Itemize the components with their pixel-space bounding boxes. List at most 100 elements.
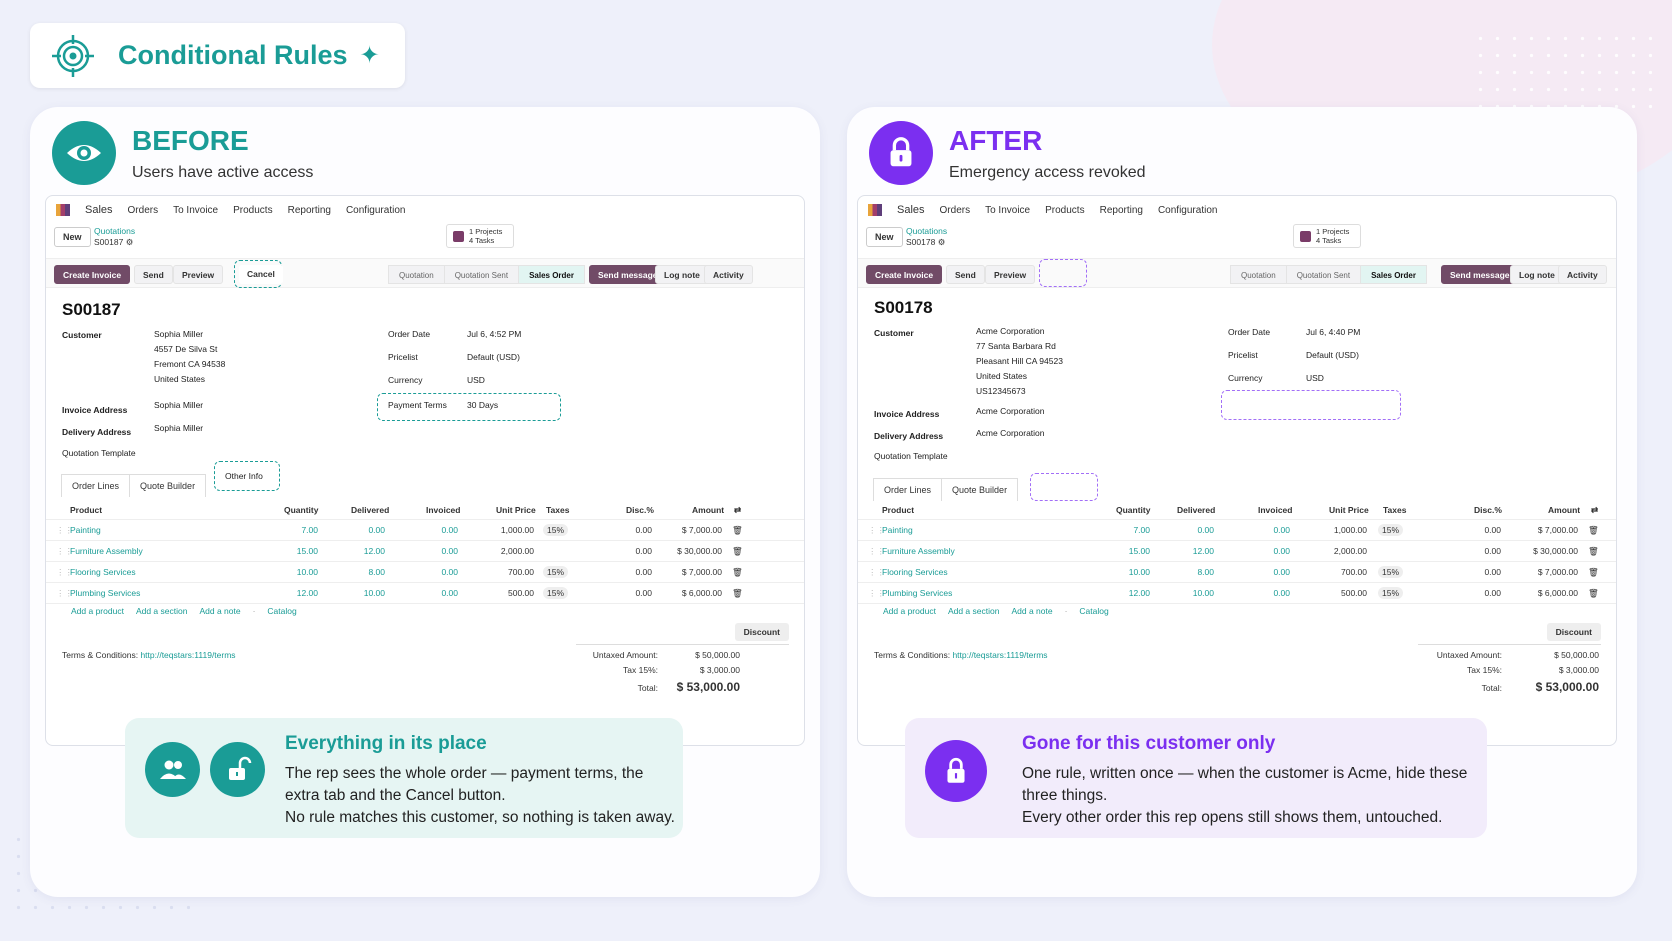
table-row[interactable]: ⋮⋮ Furniture Assembly 15.00 12.00 0.00 2…	[858, 541, 1616, 562]
trash-icon[interactable]: 🗑	[1588, 525, 1599, 535]
status-quotation[interactable]: Quotation	[388, 265, 445, 284]
before-subheading: Users have active access	[132, 164, 314, 181]
status-quotation-sent[interactable]: Quotation Sent	[1285, 265, 1362, 284]
invoice-address-value[interactable]: Acme Corporation	[976, 406, 1045, 416]
catalog-link[interactable]: Catalog	[267, 606, 297, 616]
currency-value[interactable]: USD	[467, 375, 485, 385]
projects-smart-button[interactable]: 1 Projects 4 Tasks	[446, 224, 514, 248]
menu-orders[interactable]: Orders	[127, 204, 159, 216]
pricelist-value[interactable]: Default (USD)	[1306, 350, 1359, 360]
trash-icon[interactable]: 🗑	[732, 525, 743, 535]
menu-reporting[interactable]: Reporting	[287, 204, 331, 216]
delivery-address-label: Delivery Address	[874, 431, 944, 441]
add-note-link[interactable]: Add a note	[1011, 606, 1053, 616]
trash-icon[interactable]: 🗑	[732, 588, 743, 598]
status-sales-order[interactable]: Sales Order	[1360, 265, 1427, 284]
menu-sales[interactable]: Sales	[897, 204, 925, 216]
add-product-link[interactable]: Add a product	[883, 606, 936, 616]
new-button[interactable]: New	[54, 227, 91, 247]
discount-button[interactable]: Discount	[1546, 623, 1601, 641]
gear-icon[interactable]: ⚙	[125, 237, 134, 247]
delivery-address-value[interactable]: Sophia Miller	[154, 423, 204, 433]
tab-other-info[interactable]: Other Info	[225, 471, 263, 481]
trash-icon[interactable]: 🗑	[732, 546, 743, 556]
tasks-count: 4 Tasks	[1316, 236, 1342, 245]
discount-button[interactable]: Discount	[734, 623, 789, 641]
col-invoiced: Invoiced	[1258, 505, 1293, 515]
add-section-link[interactable]: Add a section	[947, 606, 1000, 616]
preview-button[interactable]: Preview	[173, 265, 224, 284]
cancel-button[interactable]: Cancel	[239, 265, 283, 284]
column-toggle-icon[interactable]: ⇄	[1591, 505, 1599, 515]
customer-value[interactable]: Sophia Miller 4557 De Silva St Fremont C…	[154, 329, 226, 384]
apps-icon[interactable]	[868, 204, 882, 216]
tab-quote-builder[interactable]: Quote Builder	[941, 478, 1019, 501]
send-button[interactable]: Send	[946, 265, 985, 284]
menu-products[interactable]: Products	[233, 204, 273, 216]
create-invoice-button[interactable]: Create Invoice	[54, 265, 131, 284]
log-note-button[interactable]: Log note	[1510, 265, 1564, 284]
menu-products[interactable]: Products	[1045, 204, 1085, 216]
tab-order-lines[interactable]: Order Lines	[873, 478, 943, 501]
activity-button[interactable]: Activity	[704, 265, 753, 284]
table-row[interactable]: ⋮⋮ Painting 7.00 0.00 0.00 1,000.00 15% …	[46, 520, 804, 541]
log-note-button[interactable]: Log note	[655, 265, 709, 284]
preview-button[interactable]: Preview	[985, 265, 1036, 284]
order-date-value[interactable]: Jul 6, 4:52 PM	[467, 329, 522, 339]
menu-sales[interactable]: Sales	[85, 204, 113, 216]
send-button[interactable]: Send	[134, 265, 173, 284]
table-row[interactable]: ⋮⋮ Plumbing Services 12.00 10.00 0.00 50…	[858, 583, 1616, 604]
new-button[interactable]: New	[866, 227, 903, 247]
add-note-link[interactable]: Add a note	[199, 606, 241, 616]
highlight-other-info	[214, 461, 280, 491]
tab-order-lines[interactable]: Order Lines	[61, 474, 131, 497]
menu-reporting[interactable]: Reporting	[1099, 204, 1143, 216]
catalog-link[interactable]: Catalog	[1079, 606, 1109, 616]
send-message-button[interactable]: Send message	[1441, 265, 1519, 284]
status-sales-order[interactable]: Sales Order	[518, 265, 585, 284]
customer-value[interactable]: Acme Corporation 77 Santa Barbara Rd Ple…	[976, 326, 1063, 396]
table-row[interactable]: ⋮⋮ Flooring Services 10.00 8.00 0.00 700…	[46, 562, 804, 583]
table-row[interactable]: ⋮⋮ Flooring Services 10.00 8.00 0.00 700…	[858, 562, 1616, 583]
tab-quote-builder[interactable]: Quote Builder	[129, 474, 207, 497]
payment-terms-value[interactable]: 30 Days	[467, 400, 499, 410]
apps-icon[interactable]	[56, 204, 70, 216]
breadcrumb-quotations[interactable]: Quotations	[906, 226, 948, 236]
breadcrumb-quotations[interactable]: Quotations	[94, 226, 136, 236]
create-invoice-button[interactable]: Create Invoice	[866, 265, 943, 284]
pricelist-value[interactable]: Default (USD)	[467, 352, 520, 362]
status-quotation[interactable]: Quotation	[1230, 265, 1287, 284]
menu-to-invoice[interactable]: To Invoice	[173, 204, 219, 216]
trash-icon[interactable]: 🗑	[732, 567, 743, 577]
terms-link[interactable]: http://teqstars:1119/terms	[952, 650, 1048, 660]
trash-icon[interactable]: 🗑	[1588, 567, 1599, 577]
activity-button[interactable]: Activity	[1558, 265, 1607, 284]
send-message-button[interactable]: Send message	[589, 265, 667, 284]
column-toggle-icon[interactable]: ⇄	[734, 505, 742, 515]
trash-icon[interactable]: 🗑	[1588, 588, 1599, 598]
add-section-link[interactable]: Add a section	[135, 606, 188, 616]
before-info-text: The rep sees the whole order — payment t…	[285, 765, 675, 826]
table-header: Product Quantity Delivered Invoiced Unit…	[46, 500, 804, 520]
menu-orders[interactable]: Orders	[939, 204, 971, 216]
table-header: Product Quantity Delivered Invoiced Unit…	[858, 500, 1616, 520]
col-taxes: Taxes	[1383, 505, 1407, 515]
invoice-address-value[interactable]: Sophia Miller	[154, 400, 204, 410]
projects-smart-button[interactable]: 1 Projects 4 Tasks	[1293, 224, 1361, 248]
currency-value[interactable]: USD	[1306, 373, 1324, 383]
table-row[interactable]: ⋮⋮ Plumbing Services 12.00 10.00 0.00 50…	[46, 583, 804, 604]
order-date-value[interactable]: Jul 6, 4:40 PM	[1306, 327, 1361, 337]
terms-link[interactable]: http://teqstars:1119/terms	[140, 650, 236, 660]
status-quotation-sent[interactable]: Quotation Sent	[443, 265, 520, 284]
delivery-address-value[interactable]: Acme Corporation	[976, 428, 1045, 438]
add-product-link[interactable]: Add a product	[71, 606, 124, 616]
menu-to-invoice[interactable]: To Invoice	[985, 204, 1031, 216]
menu-configuration[interactable]: Configuration	[345, 204, 406, 216]
gear-icon[interactable]: ⚙	[937, 237, 946, 247]
table-row[interactable]: ⋮⋮ Painting 7.00 0.00 0.00 1,000.00 15% …	[858, 520, 1616, 541]
table-row[interactable]: ⋮⋮ Furniture Assembly 15.00 12.00 0.00 2…	[46, 541, 804, 562]
hidden-other-info-placeholder	[1030, 473, 1098, 501]
menu-configuration[interactable]: Configuration	[1157, 204, 1218, 216]
drag-handle-icon: ⋮⋮	[868, 567, 885, 577]
trash-icon[interactable]: 🗑	[1588, 546, 1599, 556]
